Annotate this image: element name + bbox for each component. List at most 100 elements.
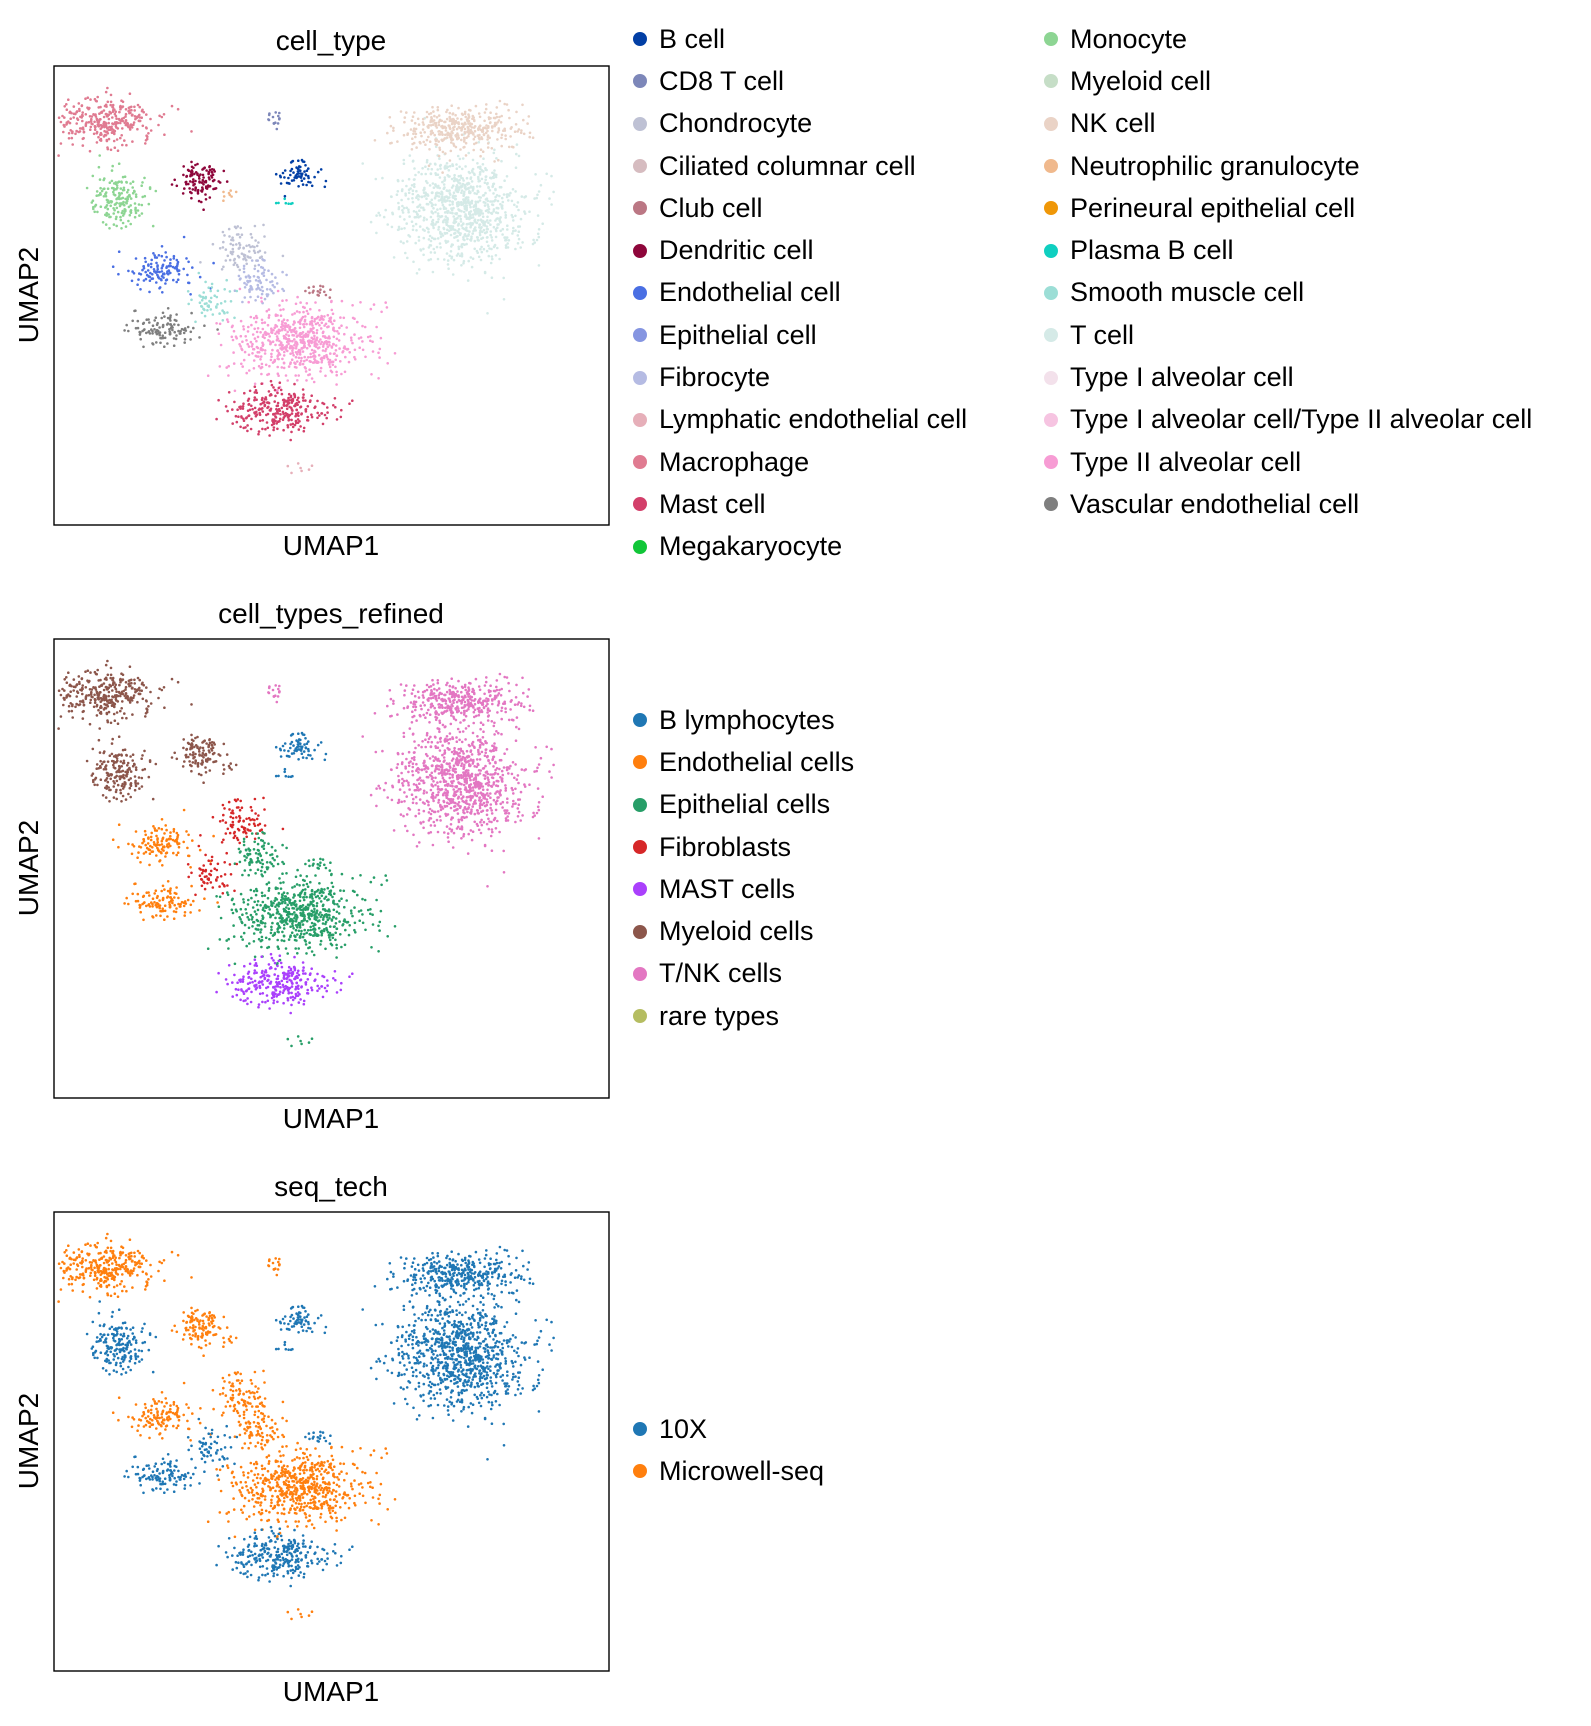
scatter-point (463, 127, 467, 131)
scatter-point (142, 894, 146, 898)
scatter-point (331, 363, 335, 367)
scatter-point (439, 192, 443, 196)
scatter-point (155, 261, 158, 265)
scatter-point (307, 343, 311, 346)
scatter-point (500, 133, 504, 137)
scatter-point (473, 119, 476, 123)
scatter-point (385, 306, 389, 309)
scatter-point (462, 140, 466, 143)
scatter-point (267, 269, 270, 273)
scatter-point (120, 800, 123, 803)
scatter-point (411, 115, 415, 118)
scatter-point (452, 144, 456, 147)
scatter-point (99, 127, 102, 131)
scatter-point (536, 193, 539, 197)
scatter-point (486, 181, 489, 185)
scatter-point (108, 788, 111, 792)
scatter-point (253, 337, 257, 340)
scatter-point (491, 185, 494, 189)
scatter-point (410, 793, 414, 796)
scatter-point (435, 116, 439, 119)
scatter-point (303, 344, 306, 347)
scatter-point (123, 748, 127, 751)
scatter-point (111, 110, 115, 113)
scatter-point (429, 124, 433, 127)
scatter-point (495, 229, 498, 233)
scatter-point (196, 173, 199, 176)
scatter-point (285, 846, 288, 850)
scatter-point (209, 300, 213, 304)
scatter-point (515, 143, 519, 146)
scatter-point (445, 117, 449, 121)
scatter-point (307, 747, 310, 751)
scatter-point (138, 333, 142, 336)
scatter-point (245, 371, 248, 375)
scatter-point (345, 326, 349, 329)
scatter-point (218, 247, 222, 250)
scatter-point (456, 763, 459, 767)
scatter-point (276, 391, 279, 395)
scatter-point (420, 768, 424, 772)
scatter-point (242, 264, 246, 268)
scatter-point (140, 689, 143, 692)
scatter-point (137, 851, 140, 854)
scatter-point (340, 324, 343, 328)
scatter-point (457, 223, 460, 227)
scatter-point (505, 768, 509, 772)
scatter-point (157, 123, 160, 127)
scatter-point (173, 323, 176, 326)
scatter-point (202, 307, 205, 311)
scatter-point (444, 239, 447, 243)
scatter-point (203, 302, 207, 306)
scatter-point (412, 783, 416, 786)
scatter-point (512, 145, 515, 149)
scatter-point (285, 299, 288, 302)
legend-marker (633, 455, 647, 470)
scatter-point (528, 131, 532, 135)
scatter-point (157, 848, 160, 852)
scatter-point (317, 294, 321, 297)
scatter-point (254, 389, 258, 392)
scatter-point (93, 126, 97, 129)
scatter-point (481, 230, 484, 234)
scatter-point (390, 141, 393, 145)
scatter-point (105, 112, 108, 116)
scatter-point (333, 329, 336, 333)
scatter-point (134, 779, 137, 783)
scatter-point (304, 315, 307, 318)
scatter-point (248, 288, 251, 292)
scatter-point (239, 850, 242, 853)
scatter-point (296, 398, 299, 402)
cell-type-plot: cell_type UMAP1 UMAP2 (13, 25, 610, 561)
scatter-point (464, 215, 468, 218)
scatter-point (402, 206, 406, 210)
scatter-point (282, 354, 286, 357)
scatter-point (449, 134, 453, 137)
scatter-point (161, 884, 165, 888)
scatter-point (502, 766, 506, 769)
scatter-point (470, 126, 474, 129)
scatter-point (314, 405, 317, 409)
scatter-point (105, 784, 109, 788)
scatter-point (437, 114, 441, 117)
scatter-point (82, 128, 85, 131)
scatter-point (70, 709, 74, 713)
scatter-point (289, 169, 292, 173)
scatter-point (192, 739, 195, 743)
scatter-point (110, 698, 113, 702)
scatter-point (492, 225, 496, 229)
scatter-point (311, 291, 315, 294)
scatter-point (473, 239, 477, 243)
scatter-point (144, 699, 148, 702)
scatter-point (275, 855, 279, 858)
scatter-point (380, 310, 383, 314)
scatter-point (487, 125, 490, 128)
scatter-point (275, 127, 279, 131)
scatter-point (99, 205, 103, 208)
scatter-point (274, 849, 277, 852)
scatter-point (263, 259, 266, 262)
scatter-point (97, 697, 100, 701)
scatter-point (298, 349, 302, 352)
scatter-point (90, 122, 93, 125)
scatter-point (407, 783, 410, 787)
